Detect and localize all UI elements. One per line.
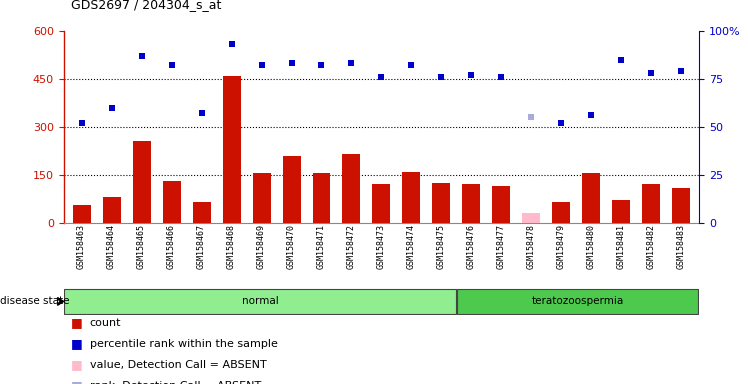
Text: GSM158466: GSM158466 xyxy=(167,224,176,269)
Text: GSM158478: GSM158478 xyxy=(527,224,536,269)
Bar xyxy=(432,183,450,223)
Text: GSM158476: GSM158476 xyxy=(467,224,476,269)
Bar xyxy=(132,141,150,223)
Text: GSM158469: GSM158469 xyxy=(257,224,266,269)
Bar xyxy=(102,197,120,223)
Bar xyxy=(643,184,660,223)
Bar xyxy=(222,76,241,223)
Text: GSM158473: GSM158473 xyxy=(377,224,386,269)
Text: GSM158474: GSM158474 xyxy=(407,224,416,269)
Text: GDS2697 / 204304_s_at: GDS2697 / 204304_s_at xyxy=(71,0,221,12)
Text: ■: ■ xyxy=(71,316,83,329)
Bar xyxy=(522,213,540,223)
Bar xyxy=(253,173,271,223)
Text: value, Detection Call = ABSENT: value, Detection Call = ABSENT xyxy=(90,360,266,370)
Bar xyxy=(672,187,690,223)
Text: GSM158479: GSM158479 xyxy=(557,224,566,269)
Bar xyxy=(373,184,390,223)
Text: ■: ■ xyxy=(71,358,83,371)
Text: GSM158475: GSM158475 xyxy=(437,224,446,269)
Text: rank, Detection Call = ABSENT: rank, Detection Call = ABSENT xyxy=(90,381,261,384)
Text: disease state: disease state xyxy=(0,296,70,306)
Text: GSM158470: GSM158470 xyxy=(287,224,296,269)
Bar xyxy=(402,172,420,223)
Bar xyxy=(73,205,91,223)
Text: normal: normal xyxy=(242,296,279,306)
Text: GSM158481: GSM158481 xyxy=(617,224,626,269)
Text: GSM158472: GSM158472 xyxy=(347,224,356,269)
Bar xyxy=(313,173,331,223)
Bar xyxy=(583,173,601,223)
Bar xyxy=(492,186,510,223)
Text: GSM158480: GSM158480 xyxy=(587,224,596,269)
Text: GSM158471: GSM158471 xyxy=(317,224,326,269)
Text: ■: ■ xyxy=(71,337,83,350)
Text: GSM158465: GSM158465 xyxy=(137,224,146,269)
Bar xyxy=(457,290,698,313)
Bar xyxy=(343,154,361,223)
Bar xyxy=(64,290,456,313)
Bar xyxy=(192,202,210,223)
Text: percentile rank within the sample: percentile rank within the sample xyxy=(90,339,278,349)
Bar xyxy=(283,156,301,223)
Text: GSM158482: GSM158482 xyxy=(647,224,656,269)
Text: GSM158483: GSM158483 xyxy=(677,224,686,269)
Text: GSM158463: GSM158463 xyxy=(77,224,86,269)
Text: ■: ■ xyxy=(71,379,83,384)
Text: teratozoospermia: teratozoospermia xyxy=(532,296,625,306)
Bar xyxy=(162,181,180,223)
Text: count: count xyxy=(90,318,121,328)
Text: GSM158477: GSM158477 xyxy=(497,224,506,269)
Bar xyxy=(462,184,480,223)
Bar xyxy=(553,202,571,223)
Text: GSM158464: GSM158464 xyxy=(107,224,116,269)
Text: GSM158468: GSM158468 xyxy=(227,224,236,269)
Bar xyxy=(613,200,631,223)
Text: GSM158467: GSM158467 xyxy=(197,224,206,269)
